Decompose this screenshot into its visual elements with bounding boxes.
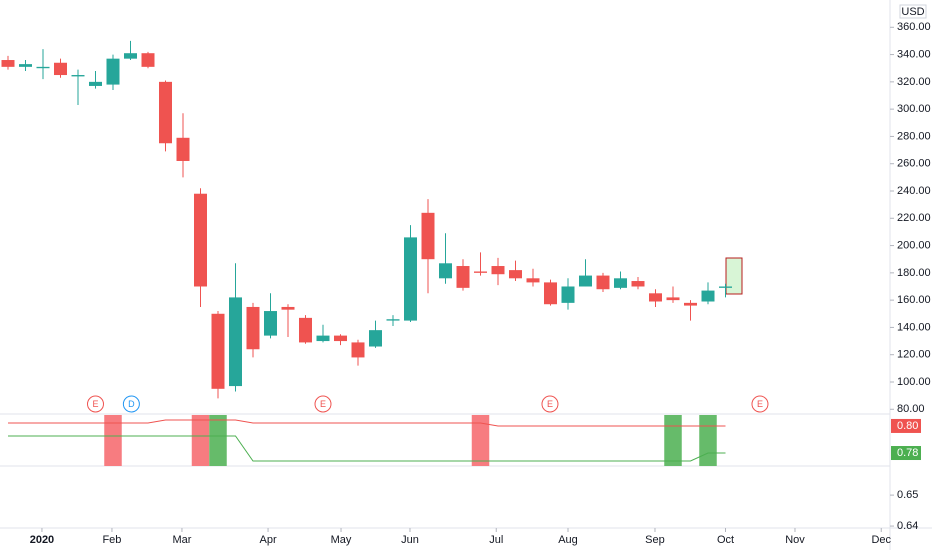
candle-body (369, 330, 382, 347)
signal-highlight (209, 415, 227, 466)
candle-body (159, 81, 172, 144)
candle-body (684, 302, 697, 306)
candle-body (404, 237, 417, 321)
candle-body (334, 335, 347, 342)
candle-body (176, 137, 190, 161)
candle-body (299, 317, 312, 343)
indicator-line (8, 435, 726, 462)
last-value-badge (891, 418, 921, 433)
candle-body (614, 278, 627, 288)
candle-body (421, 212, 435, 260)
x-tick-label: May (331, 534, 352, 546)
candle-body (1, 60, 15, 67)
y-tick-label: 320.00 (897, 76, 931, 88)
x-tick-label: Aug (558, 534, 578, 546)
y-tick-label: 260.00 (897, 158, 931, 170)
candle-body (194, 193, 207, 287)
event-label: D (128, 399, 135, 409)
x-tick-label: Sep (645, 534, 665, 546)
candle-body (211, 313, 225, 389)
candle-body (561, 286, 575, 303)
signal-highlight (471, 415, 490, 466)
candle-body (439, 263, 452, 279)
candle-body (474, 271, 487, 273)
event-label: E (757, 399, 763, 409)
y-tick-label: 200.00 (897, 239, 931, 251)
candle-body (124, 53, 137, 59)
y-tick-label: 100.00 (897, 376, 931, 388)
candle-body (54, 62, 67, 76)
x-tick-label: Jun (401, 534, 419, 546)
event-marker (314, 395, 332, 413)
signal-highlight (104, 415, 122, 466)
candle-body (701, 290, 715, 302)
candle-body (229, 297, 242, 387)
signal-highlight (191, 415, 210, 466)
currency-box (899, 4, 927, 19)
candle-body (596, 275, 610, 290)
x-tick-label: Dec (871, 534, 891, 546)
candle-body (89, 81, 102, 86)
candle-body (36, 66, 50, 69)
event-marker (87, 395, 104, 413)
y-tick-label: 300.00 (897, 103, 931, 115)
y-tick-label: 340.00 (897, 48, 931, 60)
event-marker (541, 395, 559, 413)
last-value-label: 0.78 (897, 447, 918, 459)
x-tick-label: Nov (785, 534, 805, 546)
candle-body (456, 266, 470, 288)
y-tick-label: 80.00 (897, 403, 925, 415)
candle-body (386, 319, 400, 321)
candle-body (649, 293, 662, 302)
indicator-line (8, 419, 726, 427)
candle-body (509, 270, 522, 279)
candle-body (316, 335, 330, 342)
y-tick-label: 220.00 (897, 212, 931, 224)
y-tick-label: 360.00 (897, 21, 931, 33)
currency: USD (901, 6, 924, 18)
candle-body (351, 342, 365, 358)
candle-body (281, 306, 295, 310)
y-tick-label: 0.65 (897, 489, 918, 501)
candle-body (491, 266, 505, 275)
x-tick-label: Jul (489, 534, 503, 546)
candle-body (71, 75, 85, 77)
event-label: E (92, 399, 98, 409)
candle-body (141, 53, 155, 67)
candle-body (666, 297, 680, 301)
x-tick-label: Oct (717, 534, 734, 546)
y-tick-label: 120.00 (897, 349, 931, 361)
y-tick-label: 280.00 (897, 130, 931, 142)
event-label: E (320, 399, 326, 409)
last-value-badge (891, 446, 921, 461)
candle-body (544, 282, 557, 305)
candle-body (106, 58, 120, 85)
candle-body (264, 311, 277, 336)
signal-highlight (664, 415, 682, 466)
event-marker (751, 395, 769, 413)
candle-body (579, 275, 592, 287)
event-label: E (547, 399, 553, 409)
y-tick-label: 180.00 (897, 267, 931, 279)
x-tick-label: Apr (259, 534, 276, 546)
candle-body (246, 306, 260, 350)
candle-body (526, 278, 540, 283)
candle-body (631, 281, 645, 287)
y-tick-label: 0.64 (897, 520, 918, 532)
signal-highlight (699, 415, 717, 466)
y-tick-label: 160.00 (897, 294, 931, 306)
last-value-label: 0.80 (897, 420, 918, 432)
candle-body (719, 286, 732, 288)
event-marker (122, 395, 140, 413)
y-tick-label: 140.00 (897, 321, 931, 333)
candle-body (19, 64, 32, 67)
x-tick-label: Mar (172, 534, 191, 546)
projection-box (725, 257, 743, 295)
x-tick-label: Feb (102, 534, 121, 546)
y-tick-label: 240.00 (897, 185, 931, 197)
x-tick-label: 2020 (30, 534, 54, 546)
